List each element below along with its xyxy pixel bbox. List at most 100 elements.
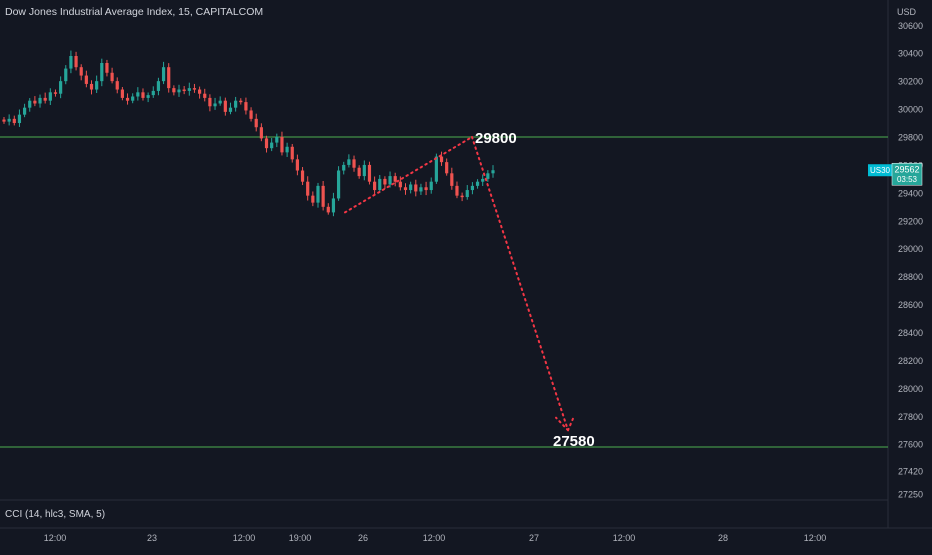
level-label-29800: 29800 <box>475 130 517 147</box>
candle-body <box>450 173 454 186</box>
candle-body <box>7 118 11 122</box>
time-axis[interactable]: 12:00 23 12:00 19:00 26 12:00 27 12:00 28 12:00 <box>44 533 827 543</box>
projection-leg-up[interactable] <box>344 136 473 214</box>
time-tick-label: 27 <box>529 533 539 543</box>
candle-body <box>213 103 217 107</box>
time-tick-label: 23 <box>147 533 157 543</box>
candle-body <box>285 146 289 153</box>
candle-body <box>146 95 150 98</box>
price-tick-label: 27420 <box>898 467 923 477</box>
price-tick-label: 29400 <box>898 188 923 198</box>
indicator-legend[interactable]: CCI (14, hlc3, SMA, 5) <box>5 509 106 520</box>
candle-body <box>342 164 346 171</box>
candle-body <box>203 93 207 98</box>
candle-body <box>300 170 305 182</box>
candle-body <box>280 137 284 153</box>
countdown-text: 03:53 <box>897 175 918 184</box>
candle-body <box>486 173 490 179</box>
candle-body <box>414 184 418 192</box>
candle-body <box>33 100 37 104</box>
candle-body <box>373 181 377 191</box>
horizontal-levels[interactable] <box>0 136 888 448</box>
candle-body <box>244 102 248 111</box>
candle-body <box>12 118 16 124</box>
candle-body <box>110 72 114 82</box>
candle-body <box>311 195 315 203</box>
candle-body <box>326 206 330 213</box>
time-tick-label: 12:00 <box>804 533 827 543</box>
time-tick-label: 12:00 <box>613 533 636 543</box>
candle-body <box>424 187 428 191</box>
candle-body <box>264 138 269 149</box>
candle-body <box>383 178 387 185</box>
candle-body <box>84 75 88 84</box>
price-tick-label: 28200 <box>898 356 923 366</box>
candle-body <box>403 187 408 191</box>
candle-body <box>17 114 22 124</box>
candle-body <box>254 118 258 128</box>
candle-body <box>378 178 382 191</box>
candle-body <box>105 62 109 73</box>
price-tick-label: 30000 <box>898 105 923 115</box>
price-tick-label: 28400 <box>898 328 923 338</box>
candle-body <box>475 181 480 186</box>
symbol-badge <box>868 164 892 177</box>
candle-body <box>336 170 341 199</box>
candle-body <box>470 185 475 191</box>
price-tick-label: 29800 <box>898 133 923 143</box>
candle-body <box>398 181 402 188</box>
candle-body <box>409 184 413 191</box>
candle-body <box>275 137 279 143</box>
candle-body <box>290 146 294 160</box>
candle-body <box>239 100 243 103</box>
candle-body <box>481 178 485 182</box>
candle-body <box>59 81 63 94</box>
projection-arrow-right[interactable] <box>567 415 575 432</box>
candle-body <box>228 107 233 112</box>
last-price-text: 29562 <box>894 165 919 175</box>
candles <box>2 50 495 217</box>
time-tick-label: 19:00 <box>289 533 312 543</box>
price-tick-label: 27800 <box>898 412 923 422</box>
candle-body <box>187 88 191 91</box>
candle-body <box>270 142 274 149</box>
candle-body <box>259 127 263 139</box>
candle-body <box>352 159 356 168</box>
candle-body <box>218 100 222 104</box>
candle-body <box>321 185 325 207</box>
projection-leg-down[interactable] <box>471 136 569 432</box>
candle-body <box>234 100 238 108</box>
candle-body <box>136 92 140 97</box>
candle-body <box>69 56 73 69</box>
candle-body <box>465 190 469 198</box>
candle-body <box>156 81 161 91</box>
price-tick-label: 30200 <box>898 77 923 87</box>
candle-body <box>460 195 464 198</box>
price-tick-label: 29200 <box>898 216 923 226</box>
candle-body <box>445 162 449 174</box>
candle-body <box>125 97 130 101</box>
candle-body <box>306 181 310 196</box>
level-label-27580: 27580 <box>553 433 595 450</box>
candle-body <box>43 97 47 101</box>
candle-body <box>53 92 58 94</box>
candle-body <box>208 97 212 107</box>
candle-body <box>161 67 166 82</box>
price-tick-label: 30400 <box>898 49 923 59</box>
candle-body <box>151 90 155 96</box>
candle-body <box>331 198 336 213</box>
price-axis[interactable]: 3060030400302003000029800296002940029200… <box>898 21 923 500</box>
time-tick-label: 12:00 <box>44 533 67 543</box>
candle-body <box>182 89 186 92</box>
candle-body <box>357 167 361 177</box>
price-tick-label: 27250 <box>898 490 923 500</box>
candle-body <box>434 156 438 182</box>
chart-title: Dow Jones Industrial Average Index, 15, … <box>5 6 264 18</box>
candle-body <box>100 62 104 82</box>
candle-body <box>192 88 197 90</box>
candle-body <box>95 81 99 90</box>
projection-path[interactable]: 29800 27580 <box>344 130 595 450</box>
